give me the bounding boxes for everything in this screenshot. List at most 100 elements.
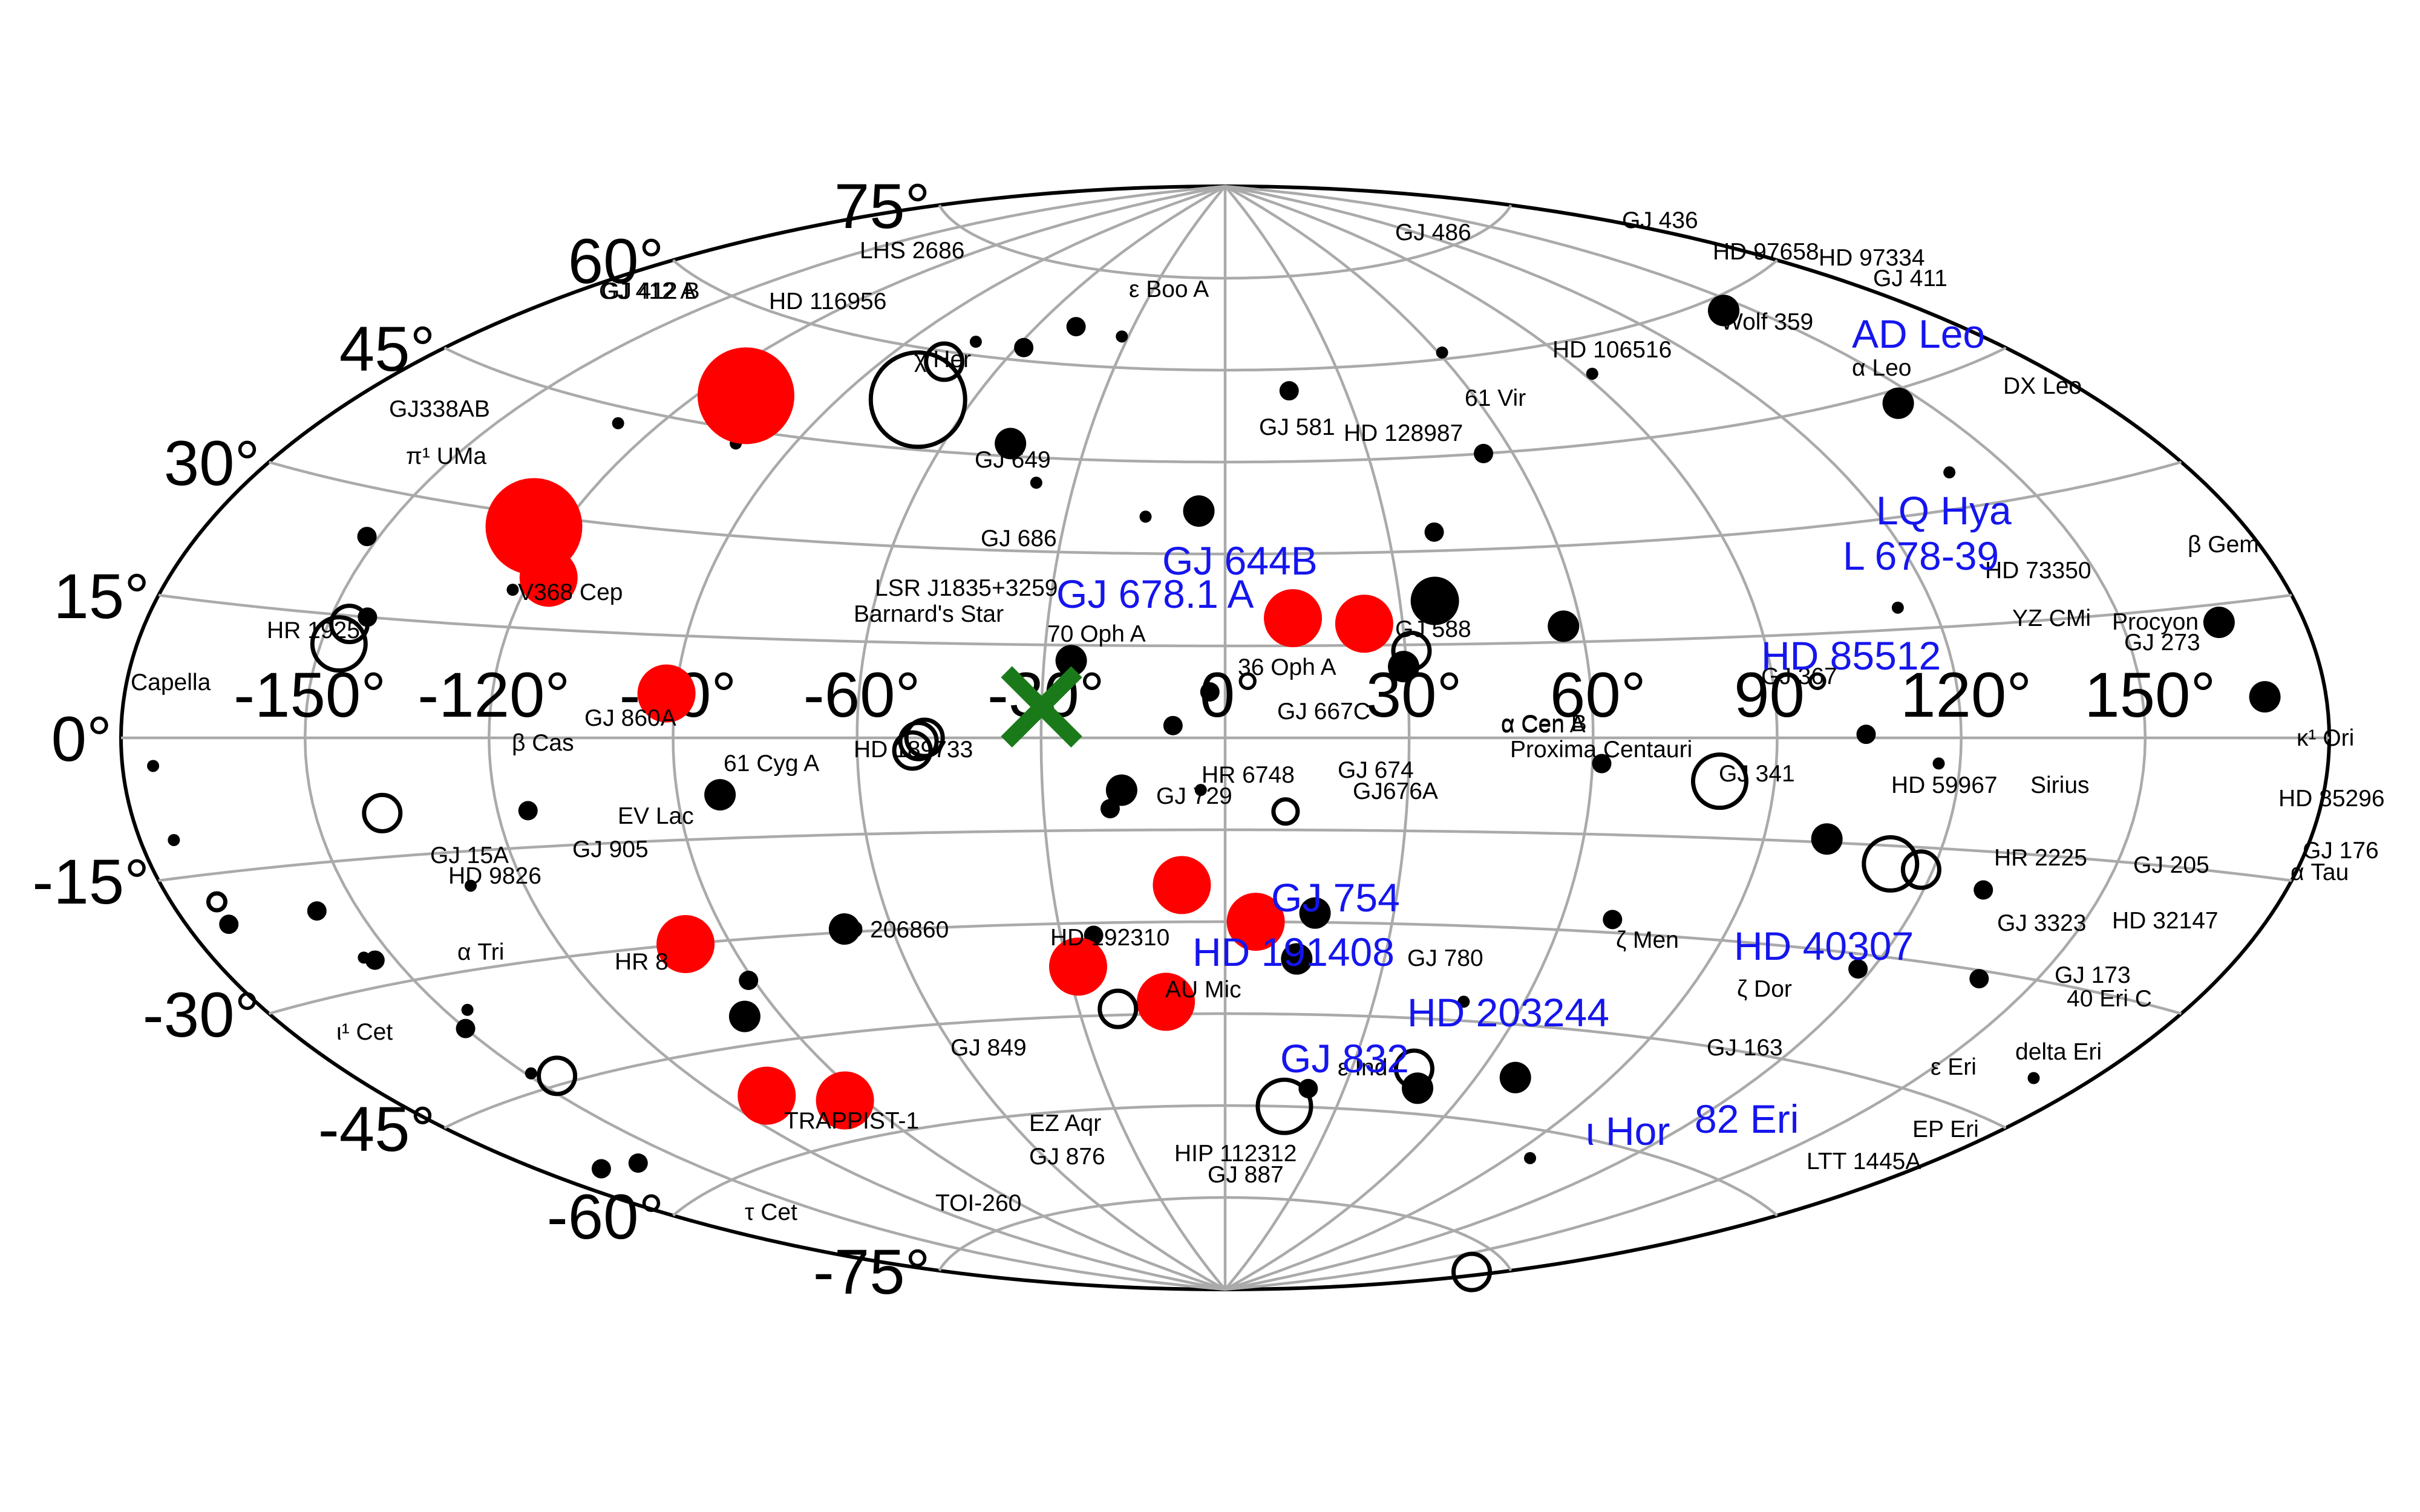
star-marker: Capella [2249,681,2281,713]
star-label: GJ 412 B [601,278,700,304]
star-marker: LTT 1445A [628,1153,648,1173]
star-marker: HD 40307 [656,914,715,973]
parallel-line [443,347,2007,464]
star-label: GJ 860A [584,705,676,731]
star-label: AU Mic [1165,977,1241,1003]
highlight-label: 82 Eri [1695,1097,1799,1141]
star-label: GJ 412 A [599,278,696,304]
lon-tick-label: 60° [1550,660,1646,731]
highlight-label: HD 85512 [1761,633,1941,678]
star-marker: EP Eri [591,1159,611,1179]
star-label: 61 Vir [1465,385,1526,411]
star-marker: AD Leo [698,347,795,445]
star-label: HIP 112312 [1174,1141,1297,1167]
cross-marker [1001,666,1082,748]
star-marker: GJ 667C [1163,715,1183,735]
star-label: α Cen A [1501,712,1586,738]
lat-tick-label: -15° [32,847,149,917]
star-label: ζ Dor [1737,976,1792,1002]
cross-stroke [1001,666,1082,748]
star-marker: GJ 411 [924,341,965,382]
star-marker: GJ 905 [1862,835,1920,893]
star-marker: HD 191408 [1226,893,1285,951]
star-marker: ι¹ Cet [2027,1072,2040,1084]
highlight-label: ι Hor [1586,1109,1670,1153]
highlight-label: LQ Hya [1876,488,2012,533]
star-label: DX Leo [2003,373,2082,399]
star-label: GJ 686 [981,526,1057,552]
highlight-label: GJ 832 [1280,1036,1409,1081]
star-marker: GJ 486 [1116,330,1128,343]
star-label: GJ 3323 [1997,910,2086,936]
star-marker: GJ 173 [461,1003,474,1016]
star-label: GJ 780 [1407,945,1483,971]
highlight-label: HD 203244 [1407,990,1609,1035]
star-label: GJ676A [1353,778,1438,804]
lon-tick-label: 90° [1734,660,1830,731]
star-label: EP Eri [1912,1116,1979,1142]
star-marker: HD 203244 [1049,937,1108,996]
star-marker: HR 6748 [1194,784,1207,797]
star-marker: L 678-39 [519,549,578,607]
star-marker: GJ 205 [307,901,327,921]
star-label: Procyon [2112,609,2199,635]
lat-tick-label: -30° [143,980,260,1051]
star-label: Wolf 359 [1721,309,1813,335]
star-label: TRAPPIST-1 [784,1108,919,1134]
star-marker: GJ 887 [1255,1077,1313,1135]
star-label: GJ338AB [389,396,490,422]
star-label: GJ 588 [1395,616,1471,642]
star-label: delta Eri [2015,1039,2102,1065]
star-marker: GJ 436 [1066,317,1086,337]
star-label: κ¹ Ori [2297,725,2354,751]
star-marker: GJ 876 [1402,1072,1434,1104]
star-label: HR 1925 [267,618,360,644]
highlight-label: L 678-39 [1843,533,1999,578]
lat-tick-label: 15° [53,561,149,632]
star-label: ζ Men [1616,927,1679,953]
parallel-line [938,204,1512,280]
star-marker: α Tri [1969,969,1989,989]
star-label: TOI-260 [935,1190,1021,1216]
star-marker: HIP 112312 [1298,1078,1318,1098]
star-marker: β Cas [1932,757,1945,770]
cross-icon [1001,666,1082,748]
star-label: GJ 905 [572,836,649,862]
star-label: 70 Oph A [1047,621,1146,647]
lat-tick-label: 45° [339,314,436,385]
star-marker: HD 32147 [358,951,370,964]
star-marker: HD 59967 [518,801,538,821]
star-marker: 70 Oph A [1388,651,1420,683]
star-label: GJ 173 [2055,962,2131,988]
star-marker: GJ 674 [1105,774,1137,806]
highlight-label: AD Leo [1852,311,1985,356]
star-label: V368 Cep [518,579,623,605]
star-marker: HD 97334 [969,336,982,348]
star-marker: χ Her [1474,443,1494,463]
lat-tick-label: 0° [51,704,112,775]
star-marker: GJ 3323 [365,950,385,970]
star-label: GJ 341 [1719,761,1795,787]
highlight-label: GJ 754 [1271,875,1400,920]
star-label: Sirius [2030,772,2090,798]
highlight-label: HD 191408 [1192,930,1395,974]
star-label: LHS 2686 [860,238,964,264]
star-label: HD 73350 [1985,558,2091,584]
star-label: GJ 674 [1338,757,1414,783]
star-label: HD 128987 [1344,420,1463,446]
star-marker: 40 Eri C [456,1018,476,1038]
star-label: GJ 273 [2124,630,2200,656]
star-marker: GJ 163 [728,1000,760,1032]
lon-tick-label: -150° [234,660,386,731]
star-label: GJ 205 [2133,852,2209,878]
lat-tick-label: -45° [318,1094,436,1165]
highlight-label: GJ 644B [1162,538,1318,583]
star-marker: HR 2225 [465,879,477,892]
star-label: HD 32147 [2112,908,2219,934]
star-label: GJ 887 [1208,1162,1284,1188]
parallel-line [158,828,2292,882]
